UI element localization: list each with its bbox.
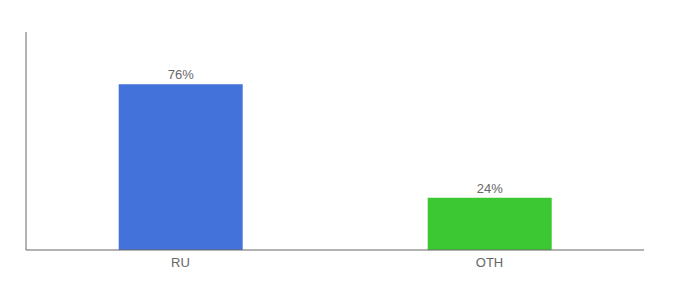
svg-text:24%: 24% xyxy=(477,181,503,196)
svg-text:76%: 76% xyxy=(168,67,194,82)
svg-text:RU: RU xyxy=(171,255,190,270)
svg-text:OTH: OTH xyxy=(476,255,503,270)
